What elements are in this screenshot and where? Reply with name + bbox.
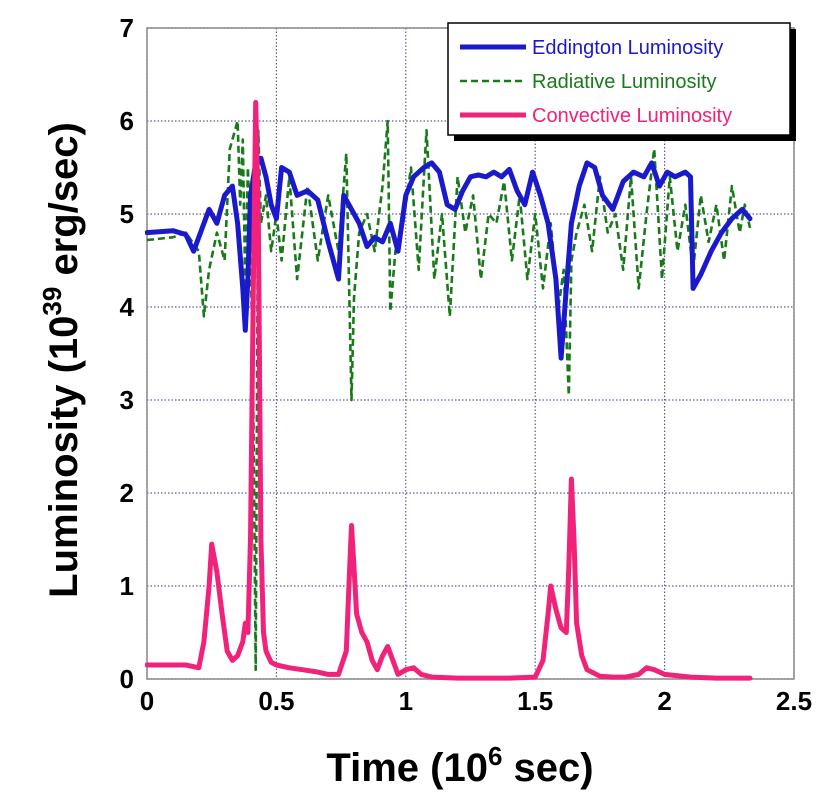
legend-label-eddington-luminosity: Eddington Luminosity (532, 37, 723, 59)
y-tick-label: 4 (120, 292, 135, 322)
x-tick-label: 1 (399, 686, 413, 716)
x-tick-label: 2.5 (776, 686, 812, 716)
y-tick-label: 6 (120, 106, 134, 136)
y-tick-label: 3 (120, 385, 134, 415)
y-axis-title: Luminosity (1039 erg/sec) (37, 122, 86, 598)
y-tick-label: 0 (120, 664, 134, 694)
x-tick-label: 2 (657, 686, 671, 716)
y-tick-label: 2 (120, 478, 134, 508)
y-tick-label: 7 (120, 13, 134, 43)
legend: Eddington Luminosity Radiative Luminosity… (447, 22, 796, 141)
x-tick-label: 1.5 (517, 686, 553, 716)
x-tick-label: 0 (140, 686, 154, 716)
y-tick-label: 1 (120, 571, 134, 601)
x-tick-labels: 0 0.5 1 1.5 2 2.5 (140, 686, 812, 716)
legend-label-radiative-luminosity: Radiative Luminosity (532, 71, 717, 93)
legend-box (447, 22, 791, 136)
y-tick-label: 5 (120, 199, 134, 229)
y-tick-labels: 0 1 2 3 4 5 6 7 (120, 13, 135, 694)
series-line-convective-luminosity (145, 99, 753, 681)
series-layer (145, 99, 753, 681)
legend-label-convective-luminosity: Convective Luminosity (532, 105, 732, 127)
x-tick-label: 0.5 (258, 686, 294, 716)
series-line-eddington-luminosity (145, 155, 753, 361)
x-axis-title: Time (106 sec) (326, 741, 593, 790)
